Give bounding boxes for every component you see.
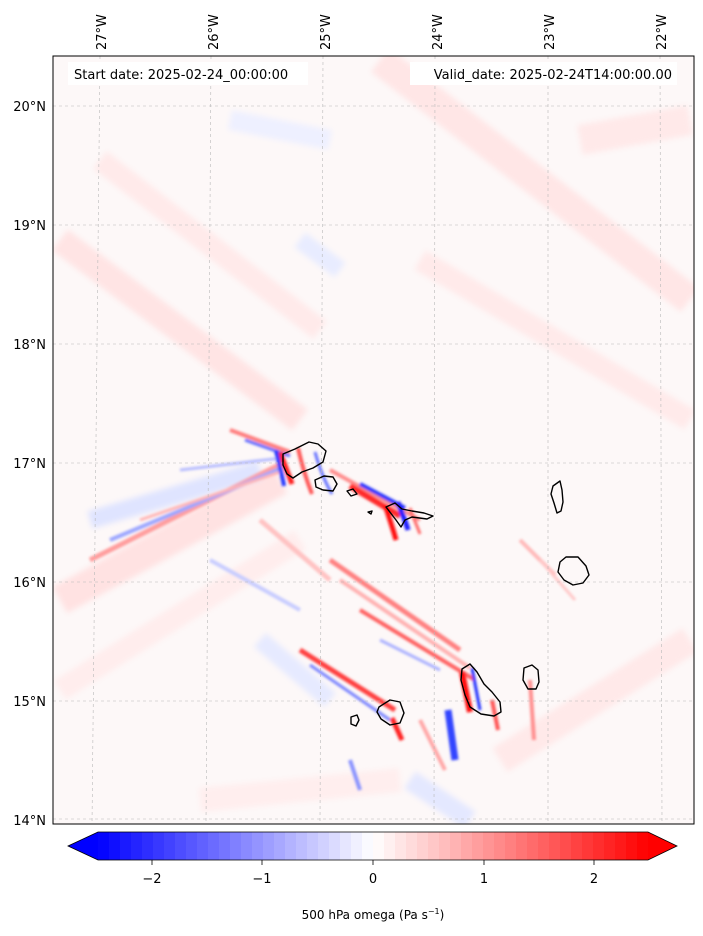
colorbar-cell <box>164 832 176 860</box>
colorbar-cell <box>615 832 627 860</box>
lat-tick-label: 19°N <box>13 219 46 234</box>
colorbar-cell <box>527 832 539 860</box>
graticule <box>53 56 694 824</box>
colorbar-cell <box>538 832 550 860</box>
colorbar-cell <box>461 832 473 860</box>
colorbar-cell <box>626 832 638 860</box>
colorbar-cell <box>153 832 165 860</box>
island-maio <box>522 664 540 690</box>
island-fogo <box>376 699 405 726</box>
colorbar-extend-min <box>68 832 98 860</box>
island-sao-nicolau <box>385 502 434 528</box>
lon-tick-labels: 27°W 26°W 25°W 24°W 23°W 22°W <box>95 14 670 50</box>
colorbar-ticks <box>151 860 595 865</box>
colorbar-cell <box>439 832 451 860</box>
colorbar-cell <box>395 832 407 860</box>
colorbar-cell <box>549 832 561 860</box>
colorbar-cell <box>593 832 605 860</box>
colorbar-tick-label: −1 <box>252 872 271 887</box>
lon-tick-label: 24°W <box>431 14 446 50</box>
island-sao-vicente <box>314 475 338 492</box>
colorbar-cell <box>494 832 506 860</box>
lat-tick-label: 18°N <box>13 338 46 353</box>
lon-tick-label: 26°W <box>207 14 222 50</box>
colorbar-cell <box>186 832 198 860</box>
colorbar-cell <box>417 832 429 860</box>
start-label-box <box>68 62 308 85</box>
valid-label-box <box>410 62 677 85</box>
colorbar: −2 −1 0 1 2 500 hPa omega (Pa s−1) <box>67 831 678 922</box>
lat-tick-label: 14°N <box>13 814 46 829</box>
colorbar-cells <box>98 832 649 860</box>
island-santo-antao <box>282 441 327 479</box>
colorbar-cell <box>340 832 352 860</box>
colorbar-cell <box>307 832 319 860</box>
colorbar-cell <box>406 832 418 860</box>
colorbar-cell <box>219 832 231 860</box>
colorbar-tick-label: −2 <box>142 872 161 887</box>
lat-tick-label: 16°N <box>13 576 46 591</box>
colorbar-cell <box>637 832 649 860</box>
colorbar-cell <box>263 832 275 860</box>
lon-tick-label: 23°W <box>543 14 558 50</box>
colorbar-cell <box>241 832 253 860</box>
colorbar-cell <box>318 832 330 860</box>
colorbar-cell <box>208 832 220 860</box>
colorbar-cell <box>505 832 517 860</box>
lat-tick-label: 17°N <box>13 457 46 472</box>
island-santa-luzia <box>346 488 358 497</box>
omega-field <box>53 56 694 824</box>
map-frame <box>52 55 695 825</box>
colorbar-tick-labels: −2 −1 0 1 2 <box>142 872 598 887</box>
colorbar-cell <box>252 832 264 860</box>
lon-tick-label: 22°W <box>655 14 670 50</box>
colorbar-cell <box>373 832 385 860</box>
colorbar-extend-max <box>648 832 677 860</box>
lat-tick-label: 15°N <box>13 695 46 710</box>
island-boa-vista <box>557 556 590 586</box>
colorbar-label: 500 hPa omega (Pa s−1) <box>302 907 445 922</box>
colorbar-cell <box>582 832 594 860</box>
colorbar-cell <box>472 832 484 860</box>
colorbar-cell <box>274 832 286 860</box>
island-santiago <box>460 663 502 717</box>
colorbar-cell <box>483 832 495 860</box>
colorbar-cell <box>285 832 297 860</box>
colorbar-cell <box>604 832 616 860</box>
lat-tick-label: 20°N <box>13 100 46 115</box>
colorbar-cell <box>362 832 374 860</box>
colorbar-cell <box>230 832 242 860</box>
colorbar-cell <box>384 832 396 860</box>
colorbar-cell <box>351 832 363 860</box>
lon-tick-label: 25°W <box>319 14 334 50</box>
colorbar-outline <box>67 831 678 861</box>
colorbar-cell <box>450 832 462 860</box>
colorbar-cell <box>131 832 143 860</box>
colorbar-cell <box>329 832 341 860</box>
island-sal <box>550 480 564 514</box>
island-brava <box>350 714 360 727</box>
lat-tick-labels: 20°N 19°N 18°N 17°N 16°N 15°N 14°N <box>13 100 46 829</box>
colorbar-cell <box>175 832 187 860</box>
colorbar-tick-label: 2 <box>590 872 598 887</box>
coastlines <box>282 441 590 727</box>
colorbar-cell <box>516 832 528 860</box>
colorbar-cell <box>428 832 440 860</box>
colorbar-cell <box>197 832 209 860</box>
colorbar-cell <box>109 832 121 860</box>
lon-tick-label: 27°W <box>95 14 110 50</box>
colorbar-tick-label: 0 <box>369 872 377 887</box>
colorbar-cell <box>120 832 132 860</box>
colorbar-cell <box>296 832 308 860</box>
colorbar-cell <box>571 832 583 860</box>
valid-date-label: Valid_date: 2025-02-24T14:00:00.00 <box>434 68 672 83</box>
colorbar-cell <box>98 832 110 860</box>
colorbar-cell <box>560 832 572 860</box>
start-date-label: Start date: 2025-02-24_00:00:00 <box>74 68 288 83</box>
colorbar-tick-label: 1 <box>480 872 488 887</box>
island-ilheu <box>367 510 373 515</box>
colorbar-cell <box>142 832 154 860</box>
